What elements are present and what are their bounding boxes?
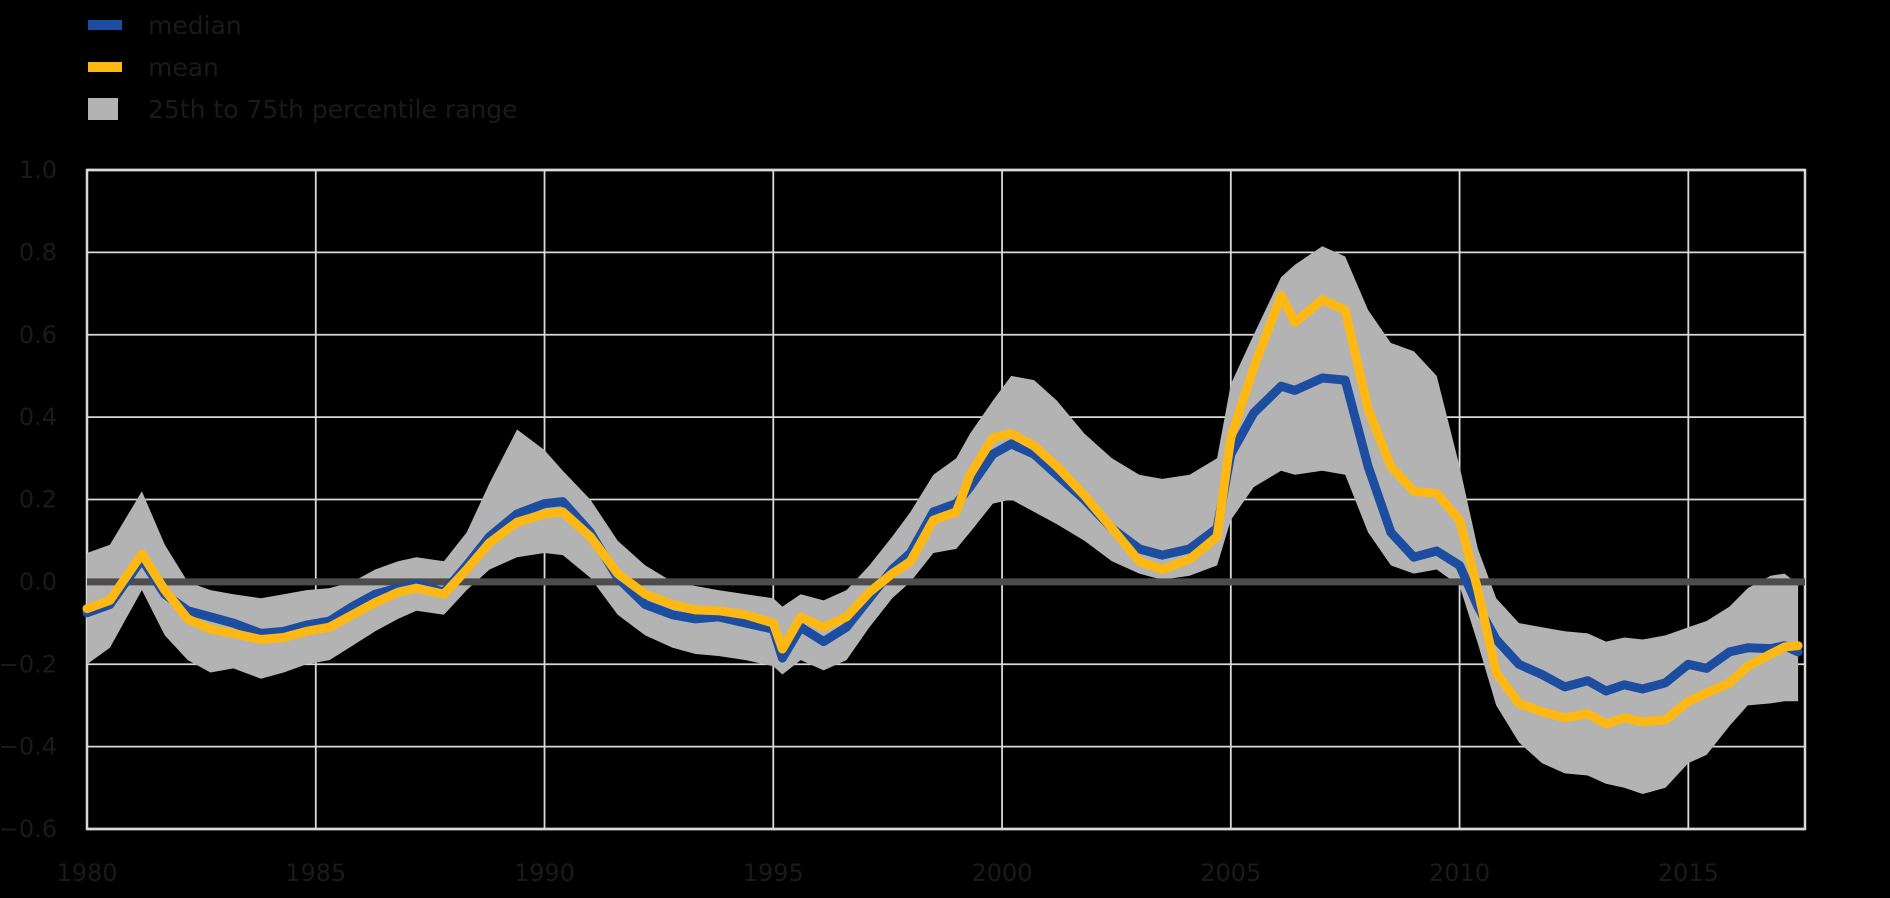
x-tick-label: 1980	[56, 859, 117, 887]
x-tick-label: 2000	[972, 859, 1033, 887]
legend-label-percentile-range: 25th to 75th percentile range	[148, 94, 518, 124]
mean-line	[82, 291, 1803, 729]
y-tick-label: 0.4	[19, 403, 57, 431]
x-tick-label: 1985	[285, 859, 346, 887]
median-line-swatch	[88, 20, 122, 30]
y-tick-label: 0.6	[19, 321, 57, 349]
legend-item-median: median	[88, 4, 518, 46]
y-tick-label: −0.6	[0, 815, 57, 843]
y-tick-label: −0.2	[0, 650, 57, 678]
y-tick-label: 1.0	[19, 156, 57, 184]
y-tick-label: 0.8	[19, 238, 57, 266]
y-tick-label: −0.4	[0, 733, 57, 761]
legend-label-mean: mean	[148, 52, 219, 82]
x-tick-label: 2010	[1429, 859, 1490, 887]
x-tick-label: 1995	[743, 859, 804, 887]
mean-line-swatch	[88, 62, 122, 72]
x-tick-label: 2005	[1200, 859, 1261, 887]
legend-label-median: median	[148, 10, 242, 40]
y-tick-label: 0.2	[19, 486, 57, 514]
legend-item-percentile-range: 25th to 75th percentile range	[88, 88, 518, 130]
y-tick-label: 0.0	[19, 568, 57, 596]
percentile-band-swatch	[88, 98, 118, 120]
legend-item-mean: mean	[88, 46, 518, 88]
axes-spines	[85, 168, 1807, 831]
x-tick-label: 1990	[514, 859, 575, 887]
legend: median mean 25th to 75th percentile rang…	[88, 4, 518, 130]
x-tick-label: 2015	[1658, 859, 1719, 887]
